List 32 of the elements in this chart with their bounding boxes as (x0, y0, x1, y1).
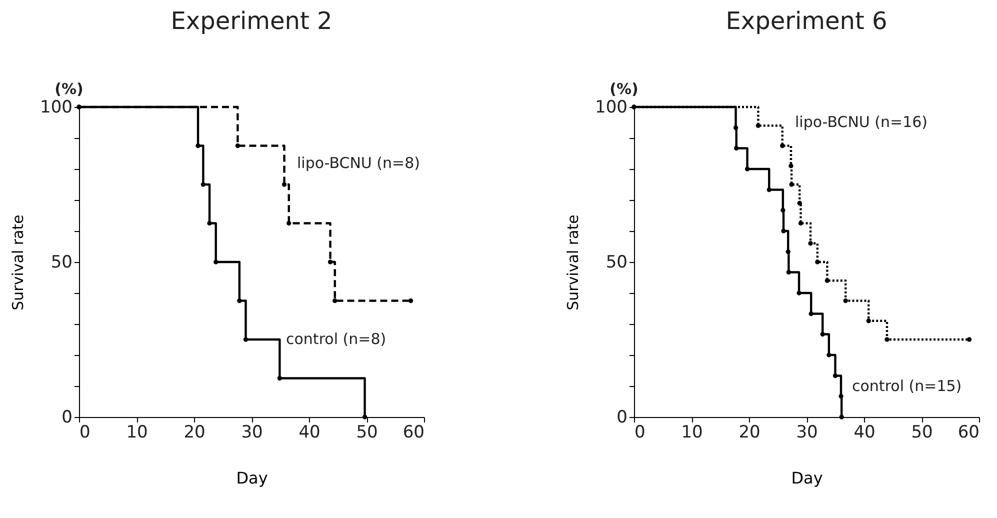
y-tick-label: 100 (40, 98, 72, 118)
y-tick-label: 50 (50, 252, 72, 272)
x-tick-label: 50 (356, 422, 378, 442)
x-tick-label: 10 (681, 422, 703, 442)
text: (%) (610, 80, 638, 98)
text: (%) (54, 80, 84, 98)
x-axis-title: Day (236, 468, 268, 488)
x-tick-label: 40 (298, 422, 320, 442)
chart-title: Experiment 2 (170, 7, 332, 35)
x-tick-label: 0 (634, 422, 646, 442)
y-tick-label: 50 (606, 252, 628, 272)
annotation: control (n=15) (852, 377, 962, 395)
x-tick-label: 20 (184, 422, 206, 442)
y-tick-label: 0 (616, 408, 628, 428)
annotation: lipo-BCNU (n=16) (795, 113, 928, 131)
x-tick-label: 10 (126, 422, 148, 442)
y-axis-title: Survival rate (564, 214, 582, 310)
x-tick-label: 20 (738, 422, 760, 442)
x-tick-label: 30 (796, 422, 818, 442)
chart-title: Experiment 6 (726, 7, 888, 35)
x-tick-label: 40 (854, 422, 876, 442)
annotation: lipo-BCNU (n=8) (297, 154, 420, 172)
x-tick-label: 60 (402, 422, 424, 442)
annotation: control (n=8) (286, 330, 386, 348)
x-tick-label: 30 (241, 422, 263, 442)
y-axis-title: Survival rate (9, 214, 28, 310)
y-tick-label: 100 (595, 98, 628, 118)
x-axis-title: Day (791, 468, 823, 488)
x-tick-label: 50 (911, 422, 933, 442)
x-tick-label: 60 (958, 422, 980, 442)
x-tick-label: 0 (80, 422, 90, 442)
y-tick-label: 0 (62, 408, 72, 428)
